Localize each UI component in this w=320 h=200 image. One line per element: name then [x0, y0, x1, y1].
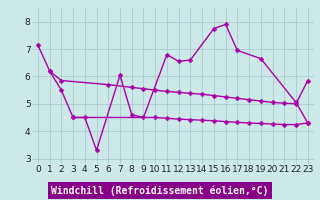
Text: Windchill (Refroidissement éolien,°C): Windchill (Refroidissement éolien,°C): [51, 186, 269, 196]
